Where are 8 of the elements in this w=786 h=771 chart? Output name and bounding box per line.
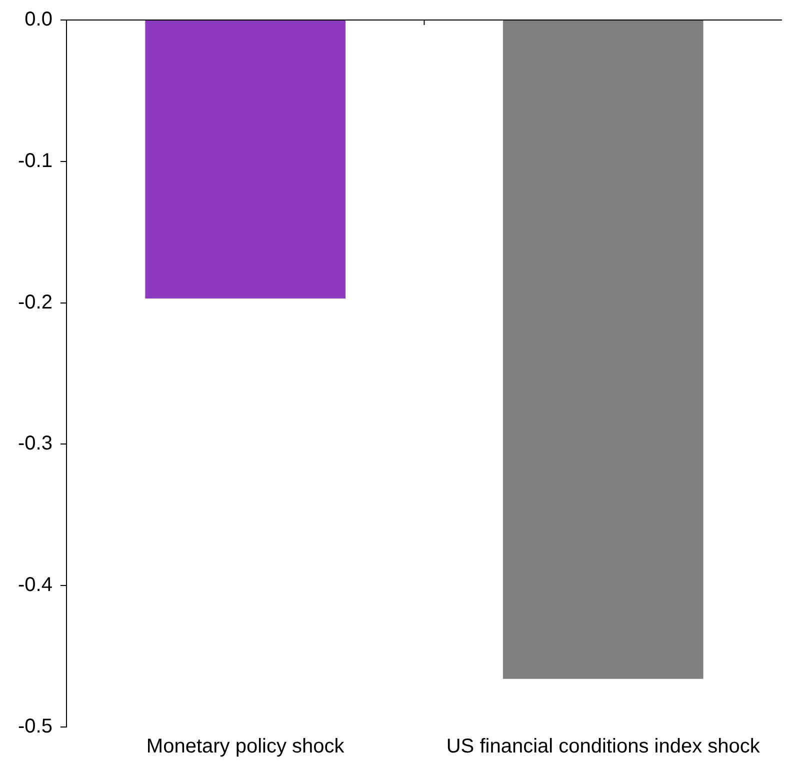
- y-tick-label: -0.2: [18, 291, 52, 314]
- y-tick-label: -0.3: [18, 432, 52, 455]
- x-tick-label: Monetary policy shock: [146, 736, 346, 758]
- y-tick-label: 0.0: [24, 8, 52, 31]
- y-tick-label: -0.4: [18, 574, 52, 596]
- x-tick-label: US financial conditions index shock: [446, 736, 761, 758]
- y-tick-label: -0.5: [18, 716, 52, 738]
- y-tick-label: -0.1: [18, 150, 52, 172]
